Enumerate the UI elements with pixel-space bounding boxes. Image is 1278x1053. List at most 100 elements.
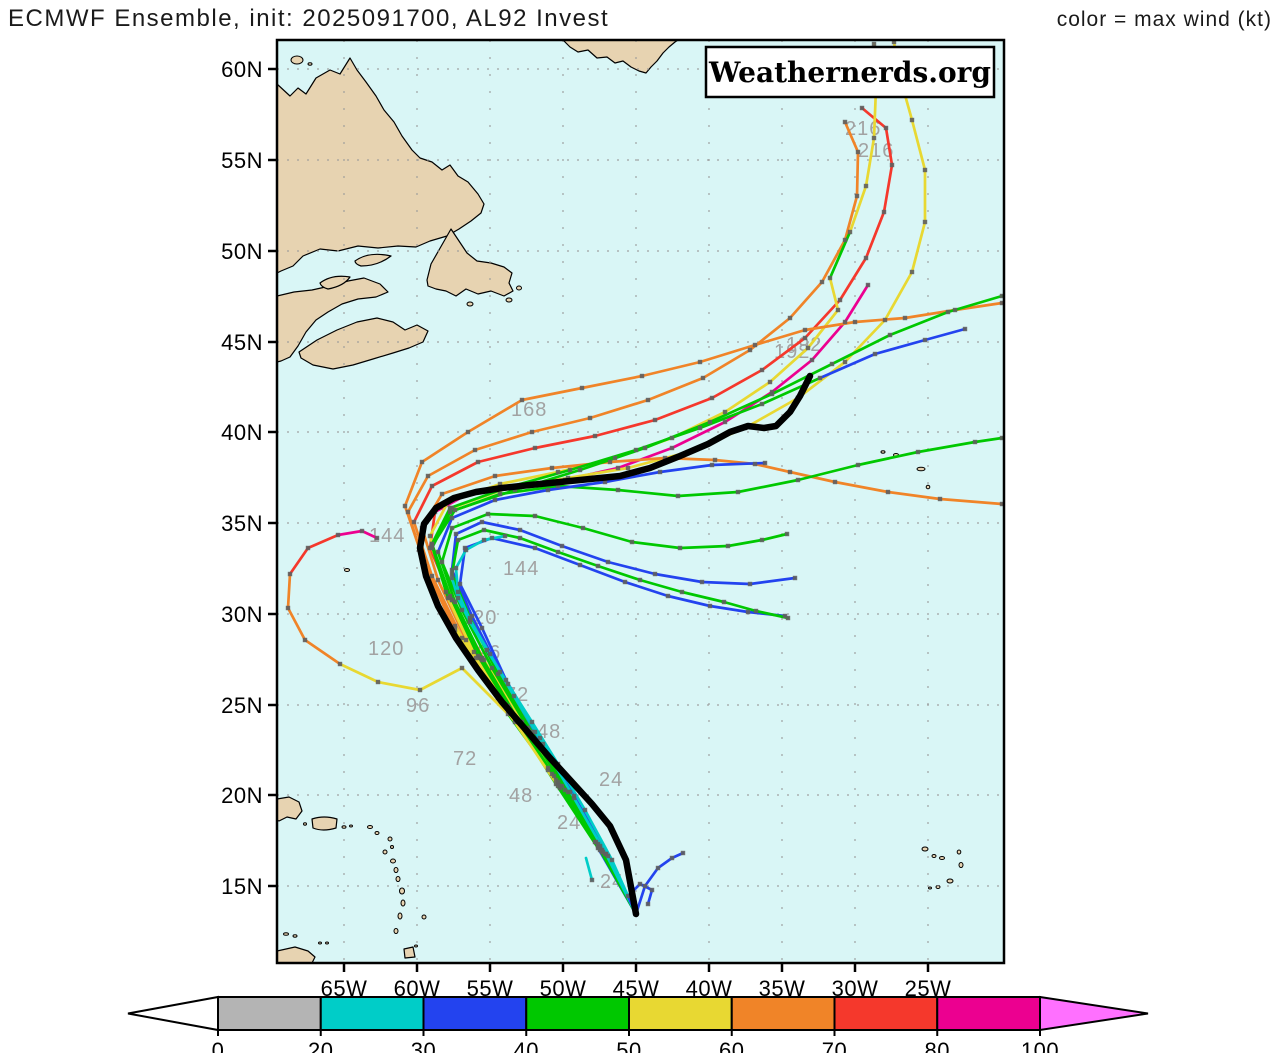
lat-label: 20N [221, 783, 263, 808]
track-time-dot [411, 519, 417, 525]
island [414, 944, 418, 948]
island [290, 55, 304, 65]
track-time-dot [597, 847, 603, 853]
track-time-dot [455, 589, 461, 595]
track-time-dot [545, 765, 551, 771]
track-segment [530, 416, 592, 434]
track-segment [533, 546, 582, 567]
lat-label: 50N [221, 239, 263, 264]
track-time-dot [447, 505, 453, 511]
track-time-dot [752, 461, 758, 467]
track-time-dot [675, 493, 681, 499]
track-time-dot [467, 617, 473, 623]
track-time-dot [429, 483, 435, 489]
track-segment [430, 460, 480, 488]
island [925, 484, 931, 490]
colorbar-segment [525, 996, 630, 1031]
track-time-dot [457, 581, 463, 587]
colorbar-tick-label: 20 [308, 1038, 333, 1053]
track-time-dot [359, 528, 365, 534]
track-time-dot [769, 391, 775, 397]
track-time-dot [519, 397, 525, 403]
colorbar-tick-label: 80 [925, 1038, 950, 1053]
track-segment [853, 316, 907, 324]
island [393, 867, 399, 873]
track-time-dot [829, 361, 835, 367]
track-time-dot [555, 469, 561, 475]
track-segment [722, 600, 758, 613]
track-segment [454, 566, 460, 594]
landmass-anticosti-island [354, 253, 392, 267]
colorbar-tick-label: 100 [1021, 1038, 1059, 1053]
island [367, 825, 373, 829]
track-segment [923, 327, 967, 342]
island [390, 845, 394, 849]
track-segment [450, 512, 490, 530]
track-segment [446, 596, 478, 660]
track-time-dot [842, 119, 848, 125]
track-segment [460, 666, 510, 716]
track-time-dot [435, 577, 441, 583]
track-segment [403, 460, 424, 508]
track-time-dot [492, 473, 498, 479]
track-time-dot [752, 342, 758, 348]
track-segment [596, 564, 642, 582]
island [516, 285, 522, 291]
track-time-dot [669, 445, 675, 451]
island [344, 568, 350, 572]
island [958, 862, 964, 868]
track-segment [450, 576, 460, 600]
colorbar-right-arrow [1039, 995, 1149, 1032]
track-time-dot [481, 537, 487, 543]
track-time-dot [809, 357, 815, 363]
track-segment [653, 572, 704, 584]
track-time-dot [402, 503, 408, 509]
track-time-dot [532, 545, 538, 551]
track-time-dot [459, 635, 465, 641]
track-segment [916, 440, 977, 454]
track-time-dot [881, 209, 887, 215]
track-segment [810, 320, 847, 362]
island [928, 886, 932, 890]
track-time-dot [863, 255, 869, 261]
forecast-hour-label: 24 [599, 769, 623, 791]
colorbar: 0 20 30 40 50 60 70 80 100 [127, 995, 1149, 1053]
track-segment [430, 506, 452, 546]
track-time-dot [429, 543, 435, 549]
track-segment [848, 184, 868, 234]
island [880, 450, 886, 454]
track-time-dot [795, 477, 801, 483]
island [292, 934, 298, 938]
track-segment [450, 568, 474, 618]
track-segment [973, 436, 1004, 444]
track-segment [678, 544, 730, 550]
track-segment [753, 328, 807, 347]
track-segment [658, 463, 714, 474]
track-time-dot [481, 527, 487, 533]
track-time-dot [472, 447, 478, 453]
track-time-dot [517, 527, 523, 533]
forecast-hour-label: 72 [453, 748, 477, 770]
track-time-dot [429, 573, 435, 579]
track-segment [420, 430, 470, 464]
track-time-dot [609, 857, 615, 863]
track-time-dot [567, 467, 573, 473]
track-time-dot [439, 559, 445, 565]
track-time-dot [452, 623, 458, 629]
track-segment [910, 118, 927, 172]
track-segment [476, 446, 537, 464]
track-segment [418, 666, 464, 692]
track-segment [493, 466, 554, 478]
track-segment [496, 672, 534, 734]
track-segment [454, 548, 468, 570]
track-time-dot [827, 275, 833, 281]
track-time-dot [633, 447, 639, 453]
track-time-dot [559, 543, 565, 549]
track-segment [843, 194, 859, 242]
track-time-dot [612, 455, 618, 461]
track-segment [422, 560, 457, 628]
track-time-dot [669, 855, 675, 861]
track-segment [726, 538, 764, 548]
track-time-dot [721, 599, 727, 605]
track-time-dot [335, 532, 341, 538]
